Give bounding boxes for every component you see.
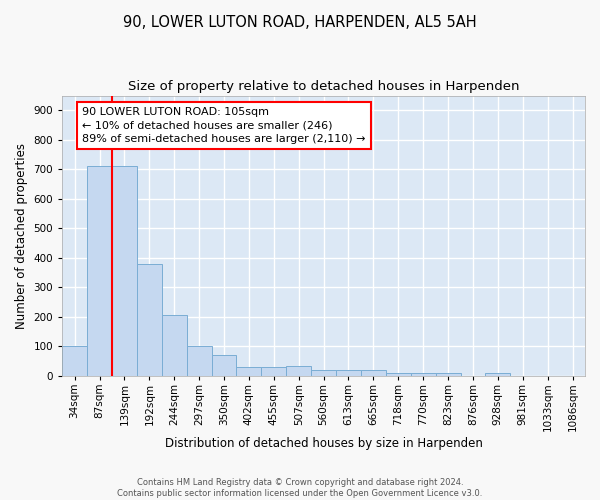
Bar — [236, 367, 262, 376]
Text: 90 LOWER LUTON ROAD: 105sqm
← 10% of detached houses are smaller (246)
89% of se: 90 LOWER LUTON ROAD: 105sqm ← 10% of det… — [82, 108, 365, 144]
Bar — [162, 315, 187, 376]
X-axis label: Distribution of detached houses by size in Harpenden: Distribution of detached houses by size … — [164, 437, 482, 450]
Bar — [262, 367, 286, 376]
Text: 90, LOWER LUTON ROAD, HARPENDEN, AL5 5AH: 90, LOWER LUTON ROAD, HARPENDEN, AL5 5AH — [123, 15, 477, 30]
Bar — [112, 166, 137, 376]
Bar — [212, 354, 236, 376]
Bar — [336, 370, 361, 376]
Title: Size of property relative to detached houses in Harpenden: Size of property relative to detached ho… — [128, 80, 520, 93]
Bar — [411, 373, 436, 376]
Bar — [386, 373, 411, 376]
Bar — [87, 166, 112, 376]
Text: Contains HM Land Registry data © Crown copyright and database right 2024.
Contai: Contains HM Land Registry data © Crown c… — [118, 478, 482, 498]
Bar — [187, 346, 212, 376]
Bar — [311, 370, 336, 376]
Bar — [436, 373, 461, 376]
Bar — [286, 366, 311, 376]
Bar — [137, 264, 162, 376]
Y-axis label: Number of detached properties: Number of detached properties — [15, 142, 28, 328]
Bar — [361, 370, 386, 376]
Bar — [62, 346, 87, 376]
Bar — [485, 373, 511, 376]
